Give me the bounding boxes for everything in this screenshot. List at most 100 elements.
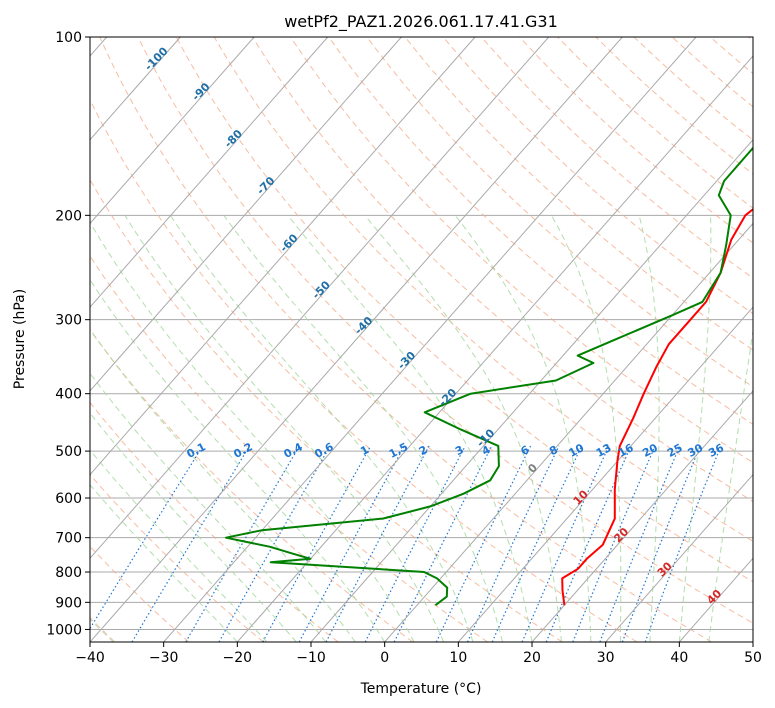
dewpoint-profile-line <box>225 146 753 606</box>
mixing-ratio-label: 0.4 <box>282 440 306 461</box>
dry-adiabat-line <box>99 37 712 642</box>
dry-adiabat-line <box>90 545 190 642</box>
dry-adiabat-line <box>251 37 753 503</box>
isotherm-line <box>310 138 753 642</box>
x-tick-label: −10 <box>296 650 326 666</box>
warm-isotherm-label: 30 <box>655 559 675 579</box>
dry-adiabat-line <box>90 473 264 642</box>
moist-adiabat-line <box>90 449 268 642</box>
dry-adiabat-line <box>90 401 339 642</box>
mixing-ratio-label: 36 <box>706 441 726 460</box>
moist-adiabat-line <box>90 484 238 642</box>
y-axis-ticks: 100 200 300 400 500 600 700 800 900 1000 <box>46 30 90 638</box>
isotherms <box>90 37 753 642</box>
moist-adiabat-line <box>551 215 622 642</box>
isotherm-label: -50 <box>310 278 333 301</box>
y-tick-label: 300 <box>55 313 82 329</box>
mixing-ratio-line <box>599 445 681 642</box>
x-tick-label: −30 <box>149 650 179 666</box>
x-tick-label: −40 <box>75 650 105 666</box>
mixing-ratio-label: 2 <box>417 443 430 458</box>
isotherm-line <box>90 37 550 560</box>
mixing-ratio-line <box>131 445 251 642</box>
isotherm-line <box>90 37 181 141</box>
x-axis-ticks: −40 −30 −20 −10 0 10 20 30 40 50 <box>75 642 762 666</box>
y-tick-label: 700 <box>55 531 82 547</box>
pressure-gridlines <box>90 37 753 630</box>
mixing-ratio-line <box>545 445 632 642</box>
mixing-ratio-line <box>491 445 583 642</box>
mixing-ratio-label: 1 <box>358 443 371 458</box>
x-axis-label: Temperature (°C) <box>360 681 482 697</box>
y-tick-label: 400 <box>55 387 82 403</box>
mixing-ratio-line <box>325 445 430 642</box>
dry-adiabat-line <box>137 37 753 624</box>
moist-adiabat-line <box>223 215 503 642</box>
moist-adiabat-line <box>90 278 386 642</box>
isotherm-line <box>236 55 753 642</box>
mixing-ratio-line <box>298 445 405 642</box>
mixing-ratio-label: 30 <box>686 441 706 460</box>
x-tick-label: 30 <box>597 650 615 666</box>
sounding-series <box>225 146 753 606</box>
moist-adiabat-line <box>454 214 592 642</box>
x-tick-label: 0 <box>380 650 389 666</box>
isotherm-label: -80 <box>222 127 245 150</box>
mixing-ratio-labels: 0.1 0.2 0.4 0.6 1 1.5 2 3 4 6 8 10 13 16 20 25 30 36 <box>185 440 727 461</box>
dry-adiabat-line <box>175 37 753 583</box>
y-tick-label: 100 <box>55 30 82 46</box>
isotherm-line <box>90 37 476 476</box>
isotherm-line <box>752 641 753 642</box>
y-tick-label: 800 <box>55 565 82 581</box>
dry-adiabat-line <box>480 37 753 279</box>
isotherm-label: -100 <box>142 44 171 73</box>
mixing-ratio-label: 3 <box>453 443 466 458</box>
y-tick-label: 900 <box>55 595 82 611</box>
x-tick-label: 20 <box>523 650 541 666</box>
isotherm-line <box>384 222 753 642</box>
dry-adiabat-line <box>404 37 753 351</box>
mixing-ratio-label: 16 <box>616 441 636 460</box>
mixing-ratio-line <box>621 445 701 642</box>
dry-adiabat-line <box>90 329 414 642</box>
mixing-ratio-label: 0.6 <box>312 440 336 461</box>
isotherm-label: -70 <box>254 174 277 197</box>
warm-isotherm-label: 40 <box>704 587 724 607</box>
moist-adiabat-line <box>90 328 356 642</box>
dry-adiabats <box>90 37 753 642</box>
isotherm-line <box>678 557 753 642</box>
isotherm-line <box>163 37 697 642</box>
dry-adiabat-line <box>90 178 563 642</box>
isotherm-line <box>90 37 329 308</box>
y-tick-label: 1000 <box>46 622 82 638</box>
dry-adiabat-line <box>748 37 753 42</box>
temperature-profile-line <box>561 207 753 606</box>
moist-adiabat-line <box>90 372 327 642</box>
mixing-ratio-line <box>90 445 204 630</box>
y-tick-label: 200 <box>55 208 82 224</box>
isotherm-line <box>457 306 753 642</box>
moist-adiabat-line <box>90 221 415 642</box>
isotherm-line <box>531 390 753 642</box>
moist-adiabat-line <box>169 215 474 642</box>
mixing-ratio-line <box>393 445 493 642</box>
moist-adiabat-line <box>124 215 445 642</box>
dry-adiabat-line <box>557 37 753 209</box>
mixing-ratio-label: 25 <box>665 441 685 460</box>
mixing-ratio-line <box>644 445 722 642</box>
isotherm-label: -40 <box>352 314 375 337</box>
isotherm-line <box>90 37 255 225</box>
chart-title: wetPf2_PAZ1.2026.061.17.41.G31 <box>284 12 558 32</box>
mixing-ratio-label: 10 <box>567 441 587 460</box>
moist-adiabat-line <box>287 214 533 642</box>
dry-adiabat-line <box>442 37 753 315</box>
mixing-ratio-label: 1.5 <box>387 440 410 461</box>
mixing-ratio-label: 20 <box>640 441 660 460</box>
mixing-ratio-line <box>435 445 532 642</box>
x-tick-label: 40 <box>670 650 688 666</box>
y-tick-label: 500 <box>55 444 82 460</box>
moist-adiabat-line <box>678 215 712 642</box>
moist-adiabat-line <box>364 214 562 642</box>
